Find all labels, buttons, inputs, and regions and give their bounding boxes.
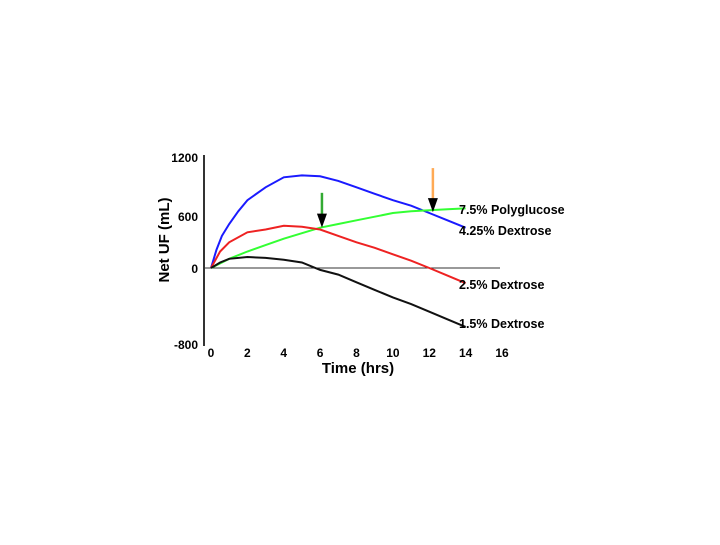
y-axis-title: Net UF (mL) [156, 198, 173, 283]
orange-arrow-head [427, 198, 438, 213]
series-label-1.5-dextrose: 1.5% Dextrose [459, 317, 545, 331]
series-label-7.5-polyglucose: 7.5% Polyglucose [459, 203, 565, 217]
series-label-2.5-dextrose: 2.5% Dextrose [459, 278, 545, 292]
series-line-4.25-dextrose [210, 174, 466, 269]
series-line-2.5-dextrose [210, 224, 466, 285]
y-tick-label-neg800: -800 [174, 338, 198, 352]
x-tick-label-6: 6 [317, 346, 324, 360]
x-tick-label-0: 0 [208, 346, 215, 360]
crossover-arrows [316, 168, 438, 228]
x-tick-label-2: 2 [244, 346, 251, 360]
x-tick-label-14: 14 [459, 346, 473, 360]
x-tick-label-8: 8 [353, 346, 360, 360]
series-line-1.5-dextrose [210, 255, 466, 328]
green-arrow-head [316, 213, 327, 228]
series-line-7.5-polyglucose [210, 207, 466, 269]
series-lines [210, 174, 466, 328]
x-tick-label-4: 4 [280, 346, 287, 360]
y-tick-label-600: 600 [178, 210, 198, 224]
x-tick-label-10: 10 [386, 346, 400, 360]
series-label-4.25-dextrose: 4.25% Dextrose [459, 224, 551, 238]
x-tick-labels: 0 2 4 6 8 10 12 14 16 [208, 346, 509, 360]
x-axis-title: Time (hrs) [322, 360, 394, 377]
y-tick-label-1200: 1200 [171, 151, 198, 165]
x-tick-label-16: 16 [495, 346, 509, 360]
x-tick-label-12: 12 [423, 346, 437, 360]
y-tick-label-0: 0 [191, 262, 198, 276]
